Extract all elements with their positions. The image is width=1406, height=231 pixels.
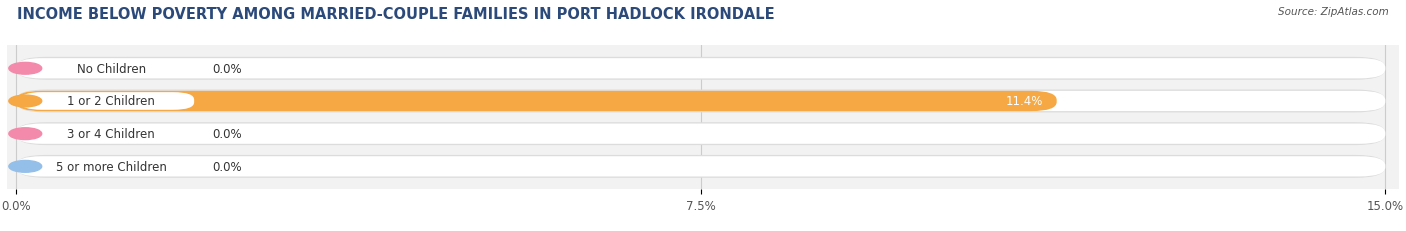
Circle shape <box>8 96 42 107</box>
FancyBboxPatch shape <box>15 124 1385 144</box>
Text: 0.0%: 0.0% <box>212 63 242 76</box>
FancyBboxPatch shape <box>15 90 1385 113</box>
FancyBboxPatch shape <box>15 91 1057 112</box>
FancyBboxPatch shape <box>15 59 1385 79</box>
Text: Source: ZipAtlas.com: Source: ZipAtlas.com <box>1278 7 1389 17</box>
FancyBboxPatch shape <box>15 155 1385 178</box>
FancyBboxPatch shape <box>15 91 1385 112</box>
Text: 0.0%: 0.0% <box>212 160 242 173</box>
Text: 11.4%: 11.4% <box>1005 95 1043 108</box>
FancyBboxPatch shape <box>15 123 1385 146</box>
FancyBboxPatch shape <box>21 93 194 110</box>
Text: 1 or 2 Children: 1 or 2 Children <box>67 95 155 108</box>
Text: 3 or 4 Children: 3 or 4 Children <box>67 128 155 140</box>
Text: 5 or more Children: 5 or more Children <box>56 160 167 173</box>
FancyBboxPatch shape <box>15 58 1385 80</box>
FancyBboxPatch shape <box>15 157 1385 177</box>
FancyBboxPatch shape <box>21 60 194 78</box>
FancyBboxPatch shape <box>21 158 194 175</box>
Text: 0.0%: 0.0% <box>212 128 242 140</box>
Circle shape <box>8 63 42 75</box>
Text: INCOME BELOW POVERTY AMONG MARRIED-COUPLE FAMILIES IN PORT HADLOCK IRONDALE: INCOME BELOW POVERTY AMONG MARRIED-COUPL… <box>17 7 775 22</box>
FancyBboxPatch shape <box>21 125 194 143</box>
Text: No Children: No Children <box>77 63 146 76</box>
Circle shape <box>8 128 42 140</box>
Circle shape <box>8 161 42 173</box>
